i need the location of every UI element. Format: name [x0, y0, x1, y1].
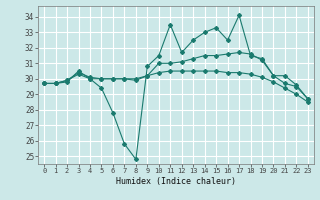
X-axis label: Humidex (Indice chaleur): Humidex (Indice chaleur): [116, 177, 236, 186]
